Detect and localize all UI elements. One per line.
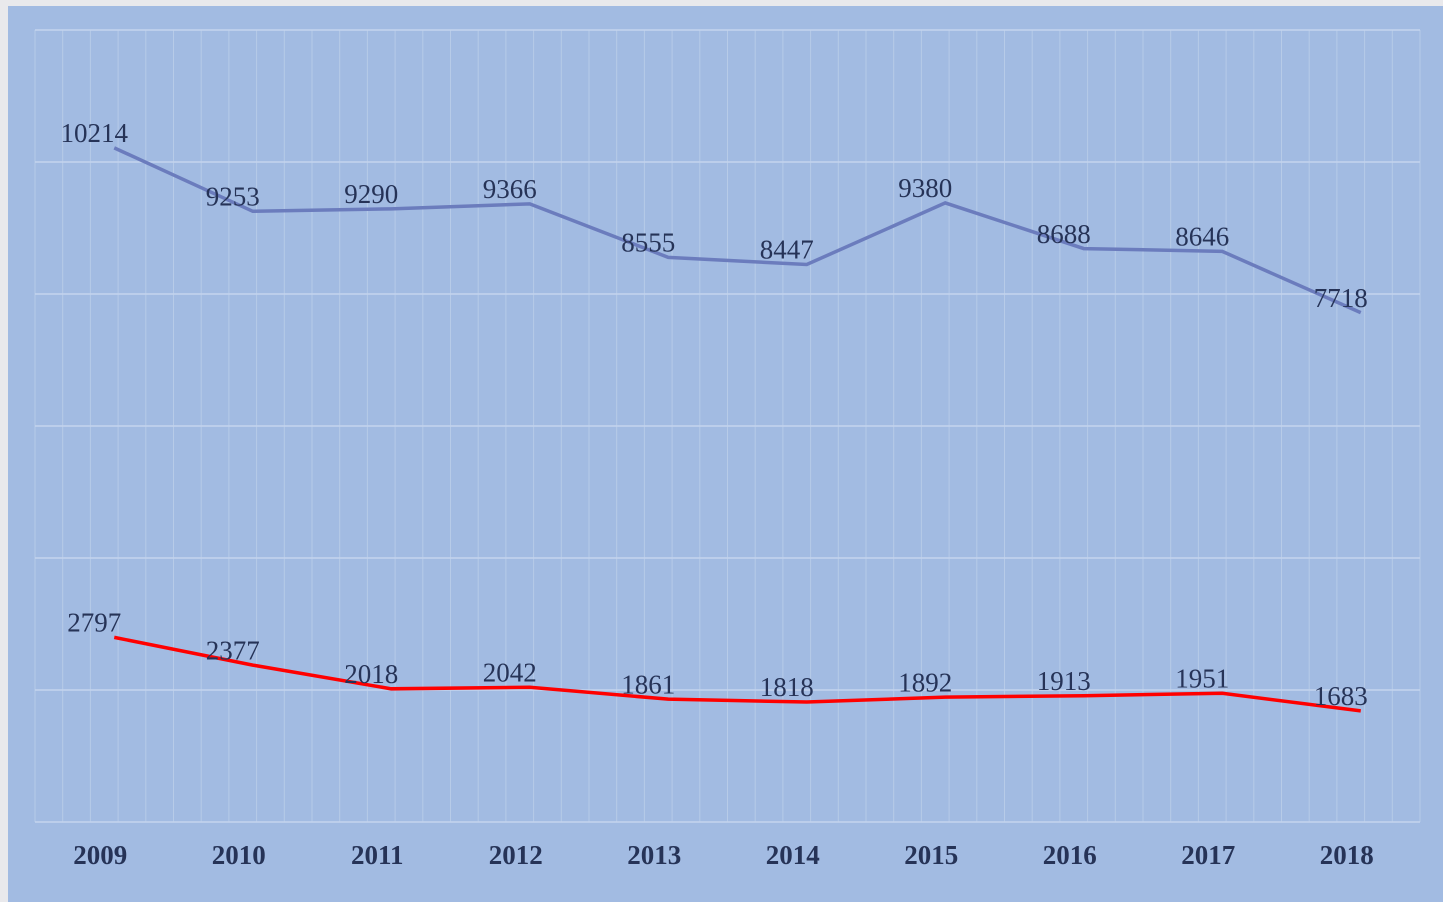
- chart-background: [8, 6, 1443, 902]
- data-label: 2377: [206, 635, 260, 665]
- data-label: 1913: [1037, 666, 1091, 696]
- data-label: 1683: [1314, 681, 1368, 711]
- data-label: 2797: [67, 608, 121, 638]
- data-label: 10214: [61, 118, 129, 148]
- x-tick-label: 2017: [1181, 840, 1235, 870]
- x-tick-label: 2014: [766, 840, 820, 870]
- data-label: 1951: [1175, 663, 1229, 693]
- data-label: 9290: [344, 179, 398, 209]
- line-series: [113, 635, 1361, 713]
- x-tick-label: 2010: [212, 840, 266, 870]
- data-label: 7718: [1314, 283, 1368, 313]
- x-tick-label: 2016: [1043, 840, 1097, 870]
- data-label: 2042: [483, 657, 537, 687]
- data-label: 8447: [760, 235, 814, 265]
- data-label: 1861: [621, 669, 675, 699]
- data-label: 9380: [898, 173, 952, 203]
- x-tick-label: 2012: [489, 840, 543, 870]
- data-label: 2018: [344, 659, 398, 689]
- x-tick-label: 2009: [73, 840, 127, 870]
- data-label: 9366: [483, 174, 537, 204]
- data-label: 8555: [621, 228, 675, 258]
- data-label: 8646: [1175, 222, 1229, 252]
- data-label: 1892: [898, 667, 952, 697]
- data-label: 8688: [1037, 219, 1091, 249]
- x-tick-label: 2011: [351, 840, 404, 870]
- data-label: 9253: [206, 182, 260, 212]
- x-tick-label: 2018: [1320, 840, 1374, 870]
- line-series: [113, 146, 1362, 315]
- data-label: 1818: [760, 672, 814, 702]
- x-tick-label: 2013: [627, 840, 681, 870]
- x-tick-label: 2015: [904, 840, 958, 870]
